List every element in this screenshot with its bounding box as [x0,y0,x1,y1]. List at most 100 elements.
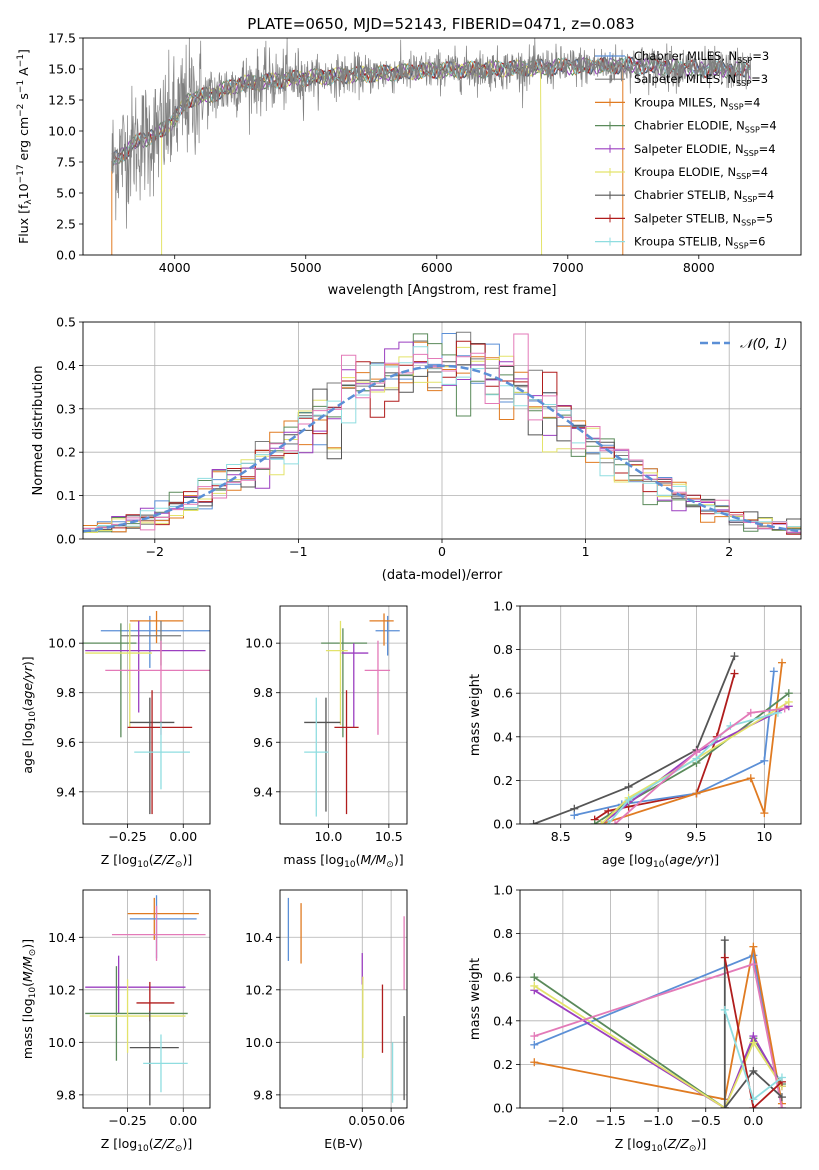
plot-area [83,606,210,824]
y-tick-label: 9.4 [56,784,76,799]
x-tick-label: 0 [438,544,446,559]
y-tick-label: 1.0 [493,883,513,898]
series-line-salpeter_stelib [723,957,783,1108]
y-tick-label: 0.4 [56,358,76,373]
y-tick-label: 9.8 [56,1087,76,1102]
y-tick-label: 0.8 [493,642,513,657]
y-tick-label: 10.0 [245,1035,273,1050]
x-axis-label: E(B-V) [324,1136,363,1151]
y-tick-label: 10.2 [48,982,76,997]
x-tick-label: −0.25 [108,829,146,844]
x-tick-label: −2.0 [548,1113,578,1128]
y-axis-label: Normed distribution [31,366,46,496]
x-tick-label: 9 [625,829,633,844]
y-tick-label: 17.5 [48,31,76,46]
series-line-chabrier_stelib [723,940,783,1108]
axes-mass_weight_vs_Z: −2.0 −1.5 −1.0 −0.5 0.0 0.0 0.2 0.4 0.6 0.8 1.0 Z [… [468,883,802,1154]
y-tick-label: 1.0 [493,599,513,614]
axes-frame [519,605,802,825]
axes-frame [82,605,211,825]
histogram-chabrier_elodie [83,333,801,533]
y-tick-label: 9.8 [253,685,273,700]
legend-entry: Kroupa MILES, NSSP=4 [634,95,760,111]
x-tick-label: 1 [582,544,590,559]
x-tick-label: 8.5 [551,829,571,844]
x-axis-label: Z [log10(Z/Z⊙)] [101,1136,192,1154]
axes-frame [279,889,408,1109]
spectrum-data-line [111,38,752,229]
y-tick-label: 0.0 [56,248,76,263]
x-tick-label: 5000 [290,260,322,275]
x-tick-label: 0.0 [743,1113,763,1128]
y-tick-label: 0.0 [493,1101,513,1116]
x-tick-label: 0.00 [169,1113,197,1128]
legend-entry: Kroupa STELIB, NSSP=6 [634,235,765,251]
spectrum-legend: Chabrier MILES, NSSP=3 Salpeter MILES, NS… [595,49,777,251]
x-axis-label: wavelength [Angstrom, rest frame] [328,283,557,298]
axes-mass_vs_ebv: 0.05 0.06 9.8 10.0 10.2 10.4 E(B-V) [245,889,408,1151]
x-tick-label: 10.0 [314,829,342,844]
y-axis-label: Flux [fλ10−17 erg cm−2 s−1 A−1] [16,49,34,244]
x-tick-label: 7000 [552,260,584,275]
y-tick-label: 0.5 [56,315,76,330]
legend-entry: Chabrier STELIB, NSSP=4 [634,188,774,204]
y-tick-label: 10.0 [245,636,273,651]
y-tick-label: 15.0 [48,62,76,77]
y-axis-label: mass weight [468,674,483,756]
series-line-salpeter_elodie [533,989,783,1108]
legend-entry: Kroupa ELODIE, NSSP=4 [634,165,768,181]
y-tick-label: 0.4 [493,1013,513,1028]
x-axis-label: mass [log10(M/M⊙)] [283,852,403,870]
x-tick-label: −0.25 [108,1113,146,1128]
axes-age_vs_mass: 10.0 10.5 9.4 9.6 9.8 10.0 mass [log10(M/M⊙)] [245,605,408,870]
x-tick-label: 10 [756,829,772,844]
x-tick-label: 9.5 [687,829,707,844]
plot-area [111,38,752,255]
series-line-kroupa_elodie [533,985,783,1108]
x-tick-label: −1 [289,544,307,559]
y-tick-label: 0.2 [56,445,76,460]
series-line-kroupa_elodie [600,701,790,824]
x-tick-label: 0.05 [348,1113,376,1128]
x-tick-label: −1.5 [595,1113,625,1128]
y-tick-label: 10.0 [48,1035,76,1050]
y-tick-label: 0.3 [56,401,76,416]
legend-entry: Chabrier MILES, NSSP=3 [634,49,769,65]
legend-entry: Salpeter ELODIE, NSSP=4 [634,142,776,158]
y-axis-label: mass weight [468,958,483,1040]
series-line-kroupa_miles [534,946,783,1104]
y-tick-label: 0.4 [493,729,513,744]
y-tick-label: 2.5 [56,217,76,232]
y-tick-label: 9.6 [56,735,76,750]
legend-entry: Chabrier ELODIE, NSSP=4 [634,119,777,135]
legend-entry: Salpeter STELIB, NSSP=5 [634,211,773,227]
x-axis-label: Z [log10(Z/Z⊙)] [101,852,192,870]
axes-age_vs_Z: −0.25 0.00 9.4 9.6 9.8 10.0 Z [log10(Z/Z⊙)] age… [20,605,211,870]
x-tick-label: 4000 [159,260,191,275]
plot-area [280,890,407,1108]
y-tick-label: 0.8 [493,926,513,941]
axes-residuals: −2 −1 0 1 2 0.0 0.1 0.2 0.3 0.4 0.5 (data-model)/er… [31,315,802,583]
y-tick-label: 0.2 [493,773,513,788]
axes-frame [279,605,408,825]
y-axis-label: mass [log10(M/M⊙)] [20,939,38,1059]
x-tick-label: −0.5 [691,1113,721,1128]
x-tick-label: 0.06 [377,1113,405,1128]
axes-frame [519,889,802,1109]
x-tick-label: 2 [725,544,733,559]
x-tick-label: 0.00 [169,829,197,844]
gaussian-curve [83,364,799,533]
x-tick-label: 6000 [421,260,453,275]
y-tick-label: 10.4 [48,930,76,945]
axes-mass_weight_vs_age: 8.5 9 9.5 10 0.0 0.2 0.4 0.6 0.8 1.0 age [log10(ag… [468,599,802,870]
y-axis-label: age [log10(age/yr)] [20,656,38,773]
y-tick-label: 12.5 [48,93,76,108]
x-tick-label: −2 [146,544,164,559]
y-tick-label: 0.0 [493,817,513,832]
y-tick-label: 10.0 [48,636,76,651]
x-tick-label: −1.0 [643,1113,673,1128]
axes-mass_vs_Z: −0.25 0.00 9.8 10.0 10.2 10.4 Z [log10(Z/Z⊙)] m… [20,889,211,1154]
plot-area [520,890,801,1108]
plot-area [520,606,801,824]
y-tick-label: 9.8 [56,685,76,700]
